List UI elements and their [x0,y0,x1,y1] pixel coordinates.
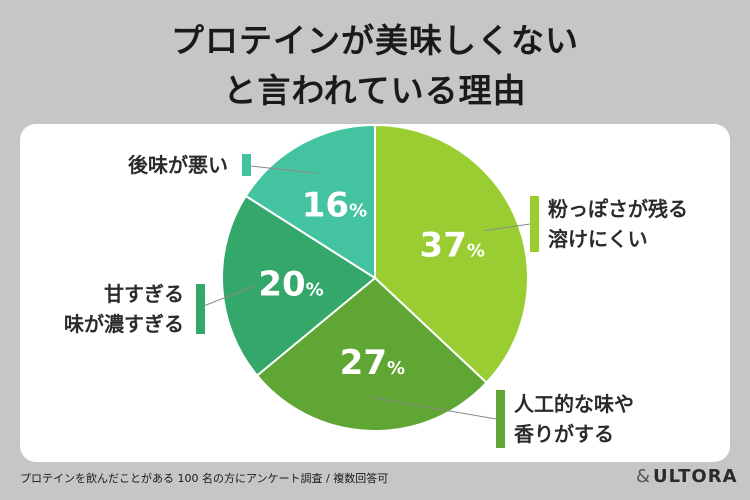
pct-value-2: 20 [258,264,305,304]
brand-logo: & ULTORA [636,466,738,487]
slice-label-2: 甘すぎる 味が濃すぎる [64,279,184,339]
pct-label-3: 16% [302,185,367,225]
slice-label-1: 人工的な味や 香りがする [514,389,634,449]
leader-line-0 [484,223,531,232]
pct-value-1: 27 [340,343,387,383]
pct-symbol-0: % [467,241,485,262]
title-line-1: プロテインが美味しくない [171,21,579,60]
pct-label-0: 37% [420,226,485,266]
label-bar-3 [242,154,251,176]
leader-line-2 [195,285,257,310]
pct-symbol-1: % [387,358,405,379]
slice-label-0-line-2: 溶けにくい [548,227,648,251]
pie-slice-2 [221,194,377,377]
title-line-2: と言われている理由 [223,71,527,110]
brand-name: ULTORA [653,466,738,487]
pct-symbol-2: % [306,279,324,300]
chart-card: 37% 27% 20% 16% 粉っぽさが残る 溶けにくい 人工的な味や 香りがする … [20,124,730,462]
leader-line-3 [241,164,318,174]
leader-line-1 [371,396,497,420]
pct-label-1: 27% [340,343,405,383]
pct-value-3: 16 [302,185,349,225]
pct-label-2: 20% [258,264,323,304]
footnote: プロテインを飲んだことがある 100 名の方にアンケート調査 / 複数回答可 [20,472,389,485]
pie-slice-1 [255,276,488,432]
pie-chart: 37%27%20%16% [195,124,531,432]
label-bar-1 [496,390,505,448]
slice-label-3: 後味が悪い [128,150,228,180]
brand-amp: & [636,466,652,487]
slice-label-2-line-1: 甘すぎる [104,282,184,306]
slice-label-2-line-2: 味が濃すぎる [64,312,184,336]
pct-symbol-3: % [349,200,367,221]
slice-label-0: 粉っぽさが残る 溶けにくい [548,194,688,254]
chart-title: プロテインが美味しくない と言われている理由 [0,16,750,116]
slice-label-1-line-2: 香りがする [514,422,614,446]
slice-label-3-line-1: 後味が悪い [128,153,228,177]
label-bar-2 [196,284,205,334]
pie-slice-0 [374,124,529,385]
label-bar-0 [530,196,539,252]
slice-label-0-line-1: 粉っぽさが残る [548,197,688,221]
pie-slice-3 [244,124,376,280]
slice-label-1-line-1: 人工的な味や [514,392,634,416]
pct-value-0: 37 [420,226,467,266]
